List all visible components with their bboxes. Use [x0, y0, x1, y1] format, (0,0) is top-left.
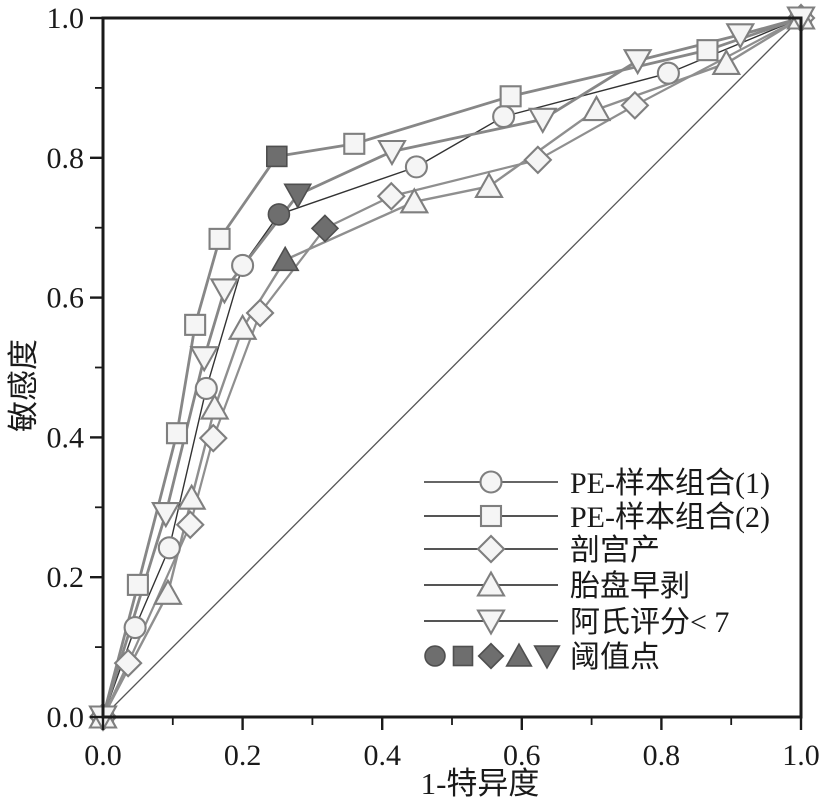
legend-item-4: 阿氏评分< 7	[424, 606, 729, 639]
legend-label: 胎盘早剥	[570, 570, 690, 603]
triangle-down-marker	[283, 183, 313, 209]
legend-label: PE-样本组合(2)	[570, 501, 770, 534]
circle-marker	[492, 105, 516, 129]
triangle-up-marker	[505, 642, 533, 667]
series-markers-3	[88, 3, 816, 729]
triangle-down-marker	[533, 645, 561, 670]
square-marker	[479, 504, 503, 528]
triangle-up-marker	[270, 245, 300, 272]
legend-item-1: PE-样本组合(2)	[424, 501, 770, 534]
x-tick-label: 1.0	[782, 739, 820, 772]
triangle-up-marker	[711, 48, 742, 75]
legend-label: 剖宫产	[570, 534, 660, 567]
y-tick-label: 0.2	[47, 561, 85, 594]
legend-label: PE-样本组合(1)	[570, 467, 770, 500]
reference-diagonal	[102, 17, 802, 718]
triangle-down-marker	[151, 502, 181, 529]
diamond-marker	[245, 298, 275, 328]
triangle-down-marker	[527, 107, 558, 134]
square-marker	[208, 227, 231, 250]
diamond-marker	[113, 648, 143, 678]
square-marker	[266, 145, 288, 168]
y-axis: 0.0 0.2 0.4 0.6 0.8 1.0	[47, 2, 103, 734]
circle-marker	[267, 203, 291, 226]
diamond-marker	[310, 214, 340, 243]
x-tick-label: 0.4	[363, 739, 401, 772]
square-marker	[126, 573, 149, 596]
y-tick-label: 0.4	[47, 421, 85, 454]
diamond-marker	[523, 145, 553, 175]
circle-marker	[404, 155, 428, 179]
diamond-marker	[477, 642, 505, 670]
x-axis: 0.0 0.2 0.4 0.6 0.8 1.0	[84, 717, 820, 772]
triangle-up-marker	[476, 570, 506, 597]
square-marker	[165, 422, 189, 445]
triangle-down-marker	[725, 23, 756, 50]
x-tick-label: 0.6	[503, 739, 541, 772]
triangle-up-marker	[199, 393, 230, 420]
circle-marker	[479, 470, 503, 494]
diamond-marker	[376, 181, 406, 211]
square-marker	[499, 85, 522, 108]
triangle-down-marker	[476, 609, 506, 636]
y-tick-label: 1.0	[47, 2, 85, 35]
triangle-up-marker	[227, 313, 258, 340]
triangle-down-marker	[189, 346, 220, 373]
x-tick-label: 0.8	[643, 739, 681, 772]
triangle-up-marker	[581, 94, 612, 122]
square-marker	[184, 313, 207, 336]
y-tick-label: 0.6	[47, 282, 85, 315]
triangle-up-marker	[153, 578, 183, 605]
triangle-up-marker	[474, 171, 504, 199]
square-marker	[343, 132, 366, 155]
triangle-up-marker	[399, 187, 430, 214]
circle-marker	[194, 376, 218, 401]
y-tick-label: 0.0	[47, 701, 85, 734]
diamond-marker	[620, 90, 650, 120]
legend-item-3: 胎盘早剥	[424, 570, 690, 603]
x-tick-label: 0.0	[84, 739, 122, 772]
series-line-0	[102, 17, 802, 718]
circle-marker	[656, 61, 680, 85]
circle-marker	[157, 536, 181, 560]
triangle-down-marker	[377, 139, 407, 167]
square-marker	[452, 645, 474, 667]
legend-item-0: PE-样本组合(1)	[424, 467, 770, 500]
legend-item-threshold: 阈值点	[424, 641, 660, 674]
x-tick-label: 0.2	[224, 739, 262, 772]
series-markers-2	[88, 3, 816, 732]
y-tick-label: 0.8	[47, 142, 85, 175]
circle-marker	[424, 645, 446, 667]
triangle-up-marker	[176, 483, 207, 510]
series-markers-0	[91, 6, 813, 729]
legend-item-2: 剖宫产	[424, 534, 660, 567]
legend-label: 阈值点	[570, 641, 660, 674]
triangle-down-marker	[622, 49, 653, 76]
circle-marker	[231, 253, 255, 277]
y-axis-title: 敏感度	[6, 339, 41, 432]
diamond-marker	[198, 423, 228, 453]
square-marker	[696, 39, 719, 62]
diamond-marker	[476, 534, 506, 564]
x-axis-title: 1-特异度	[421, 766, 540, 801]
legend-label: 阿氏评分< 7	[570, 606, 729, 639]
diamond-marker	[175, 510, 205, 540]
triangle-down-marker	[209, 278, 240, 305]
circle-marker	[123, 615, 147, 640]
